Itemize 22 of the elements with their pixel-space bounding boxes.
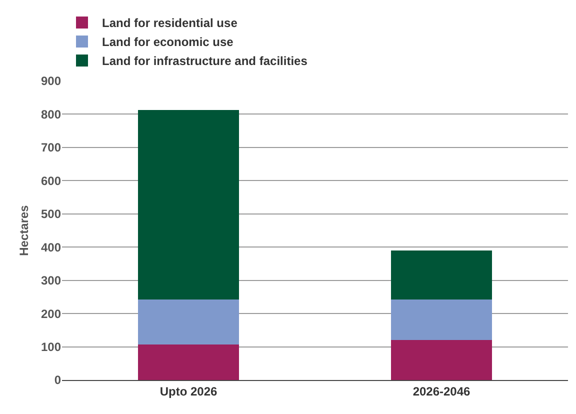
y-axis-title: Hectares [17,204,31,256]
legend-label: Land for infrastructure and facilities [102,54,308,68]
y-tick-label: 500 [40,207,62,222]
bar [138,300,240,344]
y-tick-label: 300 [40,274,62,288]
y-tick-label: 100 [40,340,62,354]
y-tick-label: 700 [40,140,62,155]
bar [390,300,492,340]
bar [138,344,240,380]
y-tick-label: 900 [40,74,62,88]
x-tick-label: 2026-2046 [412,384,471,398]
x-tick-label: Upto 2026 [160,384,218,398]
y-tick-label: 200 [40,306,62,321]
bar [138,110,240,300]
bar [390,340,492,380]
y-tick-label: 0 [54,373,62,388]
y-tick-label: 600 [40,174,62,188]
y-tick-label: 400 [40,240,62,254]
bar [390,250,492,300]
legend-label: Land for economic use [102,35,234,50]
y-tick-label: 800 [40,107,62,122]
legend-label: Land for residential use [102,16,238,30]
